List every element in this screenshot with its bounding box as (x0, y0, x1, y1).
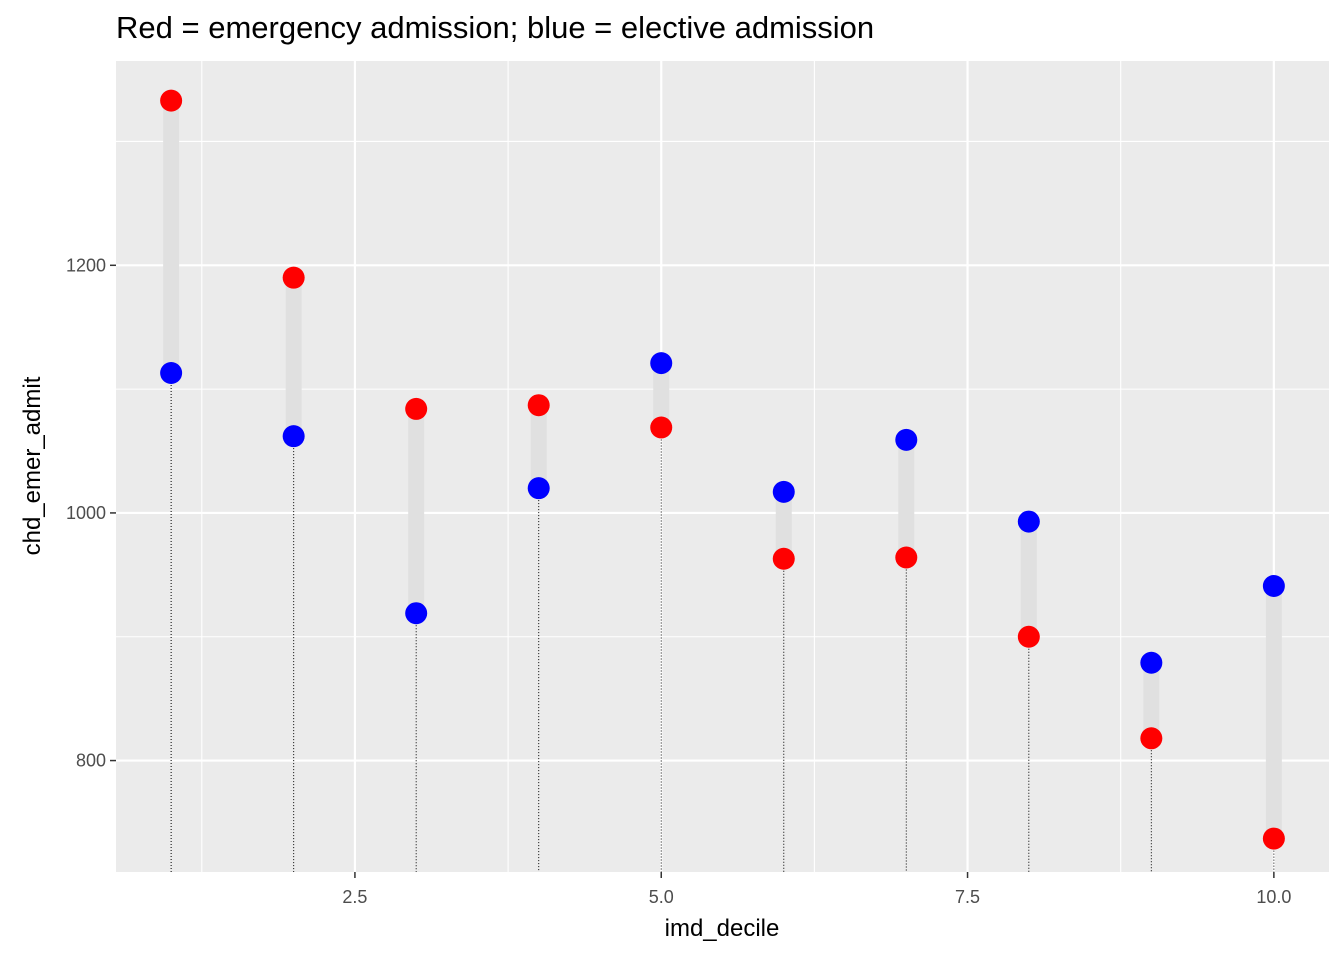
drop-lines (170, 373, 1275, 872)
emergency-point (282, 266, 305, 289)
elective-point (527, 477, 550, 500)
elective-point (282, 425, 305, 448)
emergency-point (1140, 727, 1163, 750)
elective-point (405, 602, 428, 625)
x-tick-label: 10.0 (1256, 887, 1291, 907)
elective-point (1140, 651, 1163, 674)
elective-point (160, 362, 183, 385)
x-axis: 2.5 5.0 7.5 10.0 (342, 872, 1291, 907)
x-tick-label: 2.5 (342, 887, 367, 907)
y-tick-label: 1200 (66, 255, 106, 275)
emergency-point (405, 397, 428, 420)
plot-panel-background (116, 61, 1329, 872)
elective-point (772, 480, 795, 503)
x-tick-label: 7.5 (955, 887, 980, 907)
y-axis-label: chd_emer_admit (19, 376, 46, 556)
emergency-point (772, 547, 795, 570)
elective-point (1262, 574, 1285, 597)
emergency-point (160, 89, 183, 112)
y-axis: 800 1000 1200 (66, 255, 116, 771)
emergency-point (527, 394, 550, 417)
y-tick-label: 1000 (66, 503, 106, 523)
minor-gridlines (116, 61, 1329, 872)
elective-point (1017, 510, 1040, 533)
y-tick-label: 800 (76, 751, 106, 771)
emergency-points (160, 89, 1285, 850)
emergency-point (650, 416, 673, 439)
x-tick-label: 5.0 (649, 887, 674, 907)
emergency-point (1017, 625, 1040, 648)
x-axis-label-wrap: imd_decile (0, 915, 1344, 943)
emergency-point (895, 546, 918, 569)
chart-title: Red = emergency admission; blue = electi… (116, 10, 875, 45)
x-axis-label: imd_decile (664, 915, 780, 942)
elective-point (895, 428, 918, 451)
emergency-point (1262, 827, 1285, 850)
elective-point (650, 352, 673, 375)
elective-points (160, 352, 1285, 674)
